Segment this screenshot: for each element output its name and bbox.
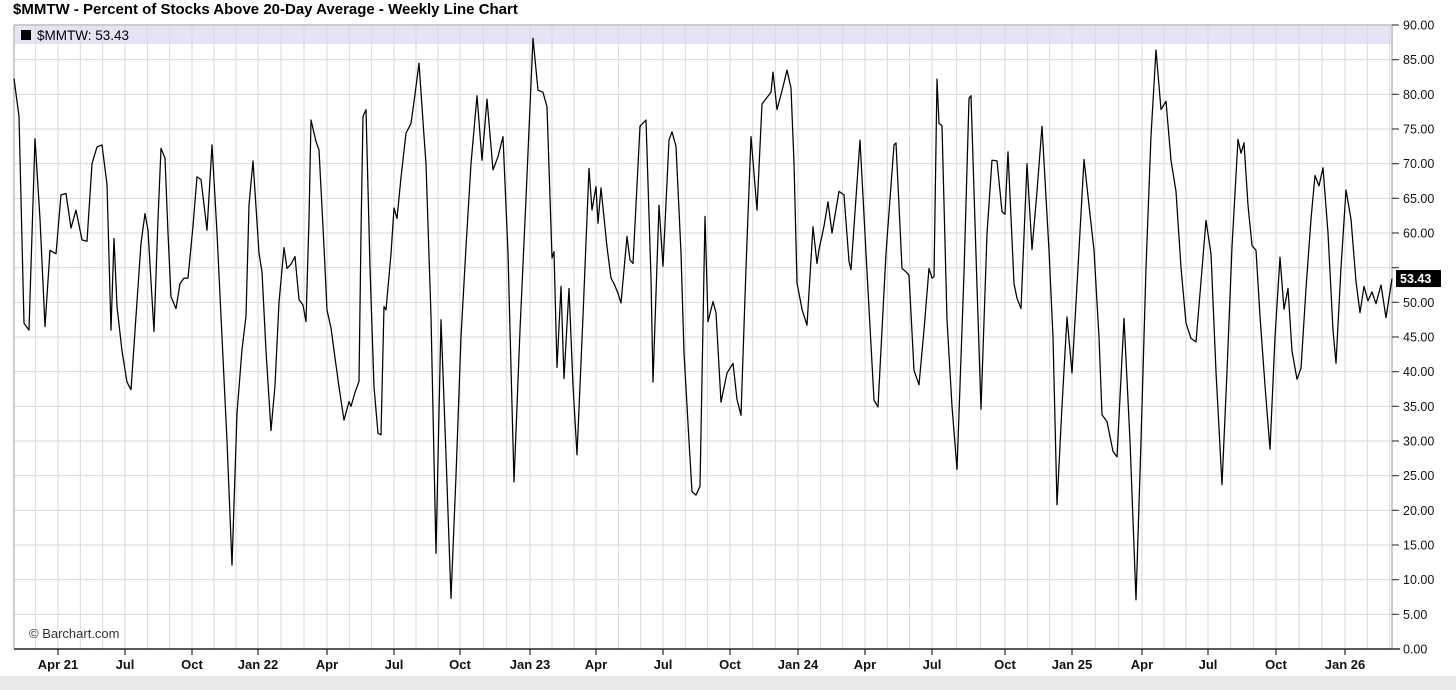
x-axis-label: Jul <box>385 657 404 672</box>
x-axis-label: Oct <box>449 657 471 672</box>
x-axis-label: Apr <box>585 657 607 672</box>
y-axis-label: 15.00 <box>1403 539 1434 553</box>
y-axis-label: 50.00 <box>1403 296 1434 310</box>
x-axis-label: Jul <box>1199 657 1218 672</box>
page-title: $MMTW - Percent of Stocks Above 20-Day A… <box>13 1 518 18</box>
copyright-notice: © Barchart.com <box>29 626 120 641</box>
x-axis-label: Oct <box>181 657 203 672</box>
y-axis-label: 30.00 <box>1403 435 1434 449</box>
y-axis-label: 65.00 <box>1403 192 1434 206</box>
legend-bar <box>15 26 1391 44</box>
x-axis-label: Oct <box>719 657 741 672</box>
y-axis-label: 45.00 <box>1403 331 1434 345</box>
bottom-margin-band <box>0 676 1456 690</box>
series-swatch-icon <box>21 30 31 40</box>
price-line <box>13 37 1393 601</box>
x-axis-label: Jan 23 <box>510 657 550 672</box>
x-axis-label: Apr <box>316 657 338 672</box>
x-axis-label: Jan 25 <box>1052 657 1092 672</box>
legend-label: $MMTW: 53.43 <box>37 28 129 43</box>
last-value-box <box>1396 270 1441 288</box>
x-axis-label: Jan 22 <box>238 657 278 672</box>
y-axis-label: 80.00 <box>1403 88 1434 102</box>
y-axis-label: 70.00 <box>1403 157 1434 171</box>
y-axis-label: 40.00 <box>1403 365 1434 379</box>
x-axis-label: Apr 21 <box>38 657 78 672</box>
y-axis-label: 25.00 <box>1403 469 1434 483</box>
x-axis-label: Jan 24 <box>778 657 819 672</box>
x-axis-label: Jan 26 <box>1325 657 1365 672</box>
y-axis-label: 85.00 <box>1403 53 1434 67</box>
y-axis-label: 20.00 <box>1403 504 1434 518</box>
x-axis-label: Apr <box>1131 657 1153 672</box>
y-axis-label: 75.00 <box>1403 123 1434 137</box>
x-axis-label: Oct <box>994 657 1016 672</box>
y-axis-label: 5.00 <box>1403 608 1427 622</box>
y-axis-label: 90.00 <box>1403 19 1434 33</box>
y-axis-label: 35.00 <box>1403 400 1434 414</box>
last-value-label: 53.43 <box>1400 272 1431 286</box>
x-axis-label: Jul <box>654 657 673 672</box>
x-axis-label: Jul <box>116 657 135 672</box>
y-axis-label: 10.00 <box>1403 573 1434 587</box>
y-axis-label: 60.00 <box>1403 227 1434 241</box>
y-axis-label: 0.00 <box>1403 643 1427 657</box>
x-axis-label: Apr <box>854 657 876 672</box>
x-axis-label: Oct <box>1265 657 1287 672</box>
x-axis-label: Jul <box>923 657 942 672</box>
